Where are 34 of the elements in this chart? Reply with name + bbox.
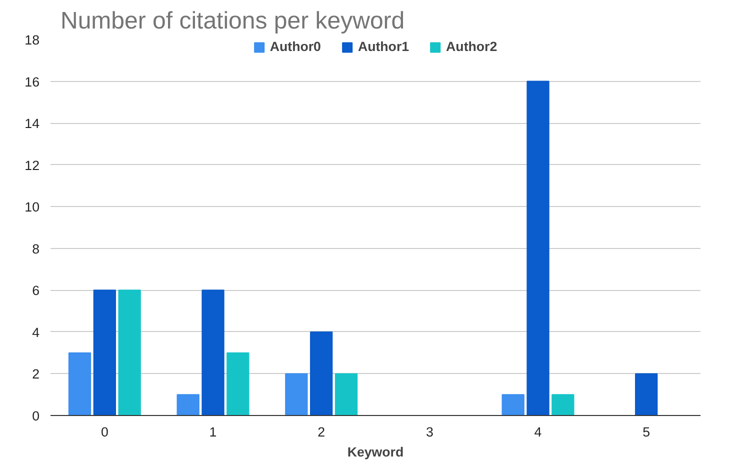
x-tick-label: 2 [318, 424, 326, 440]
bar [502, 394, 524, 416]
bar [310, 331, 333, 416]
bar [552, 394, 574, 416]
bar [226, 352, 250, 416]
y-tick-label: 10 [24, 200, 40, 215]
y-tick-label: 4 [32, 324, 40, 340]
y-tick-label: 16 [24, 74, 40, 90]
y-tick-label: 8 [32, 241, 40, 256]
y-tick-label: 12 [24, 158, 40, 173]
bar [68, 352, 92, 416]
x-tick-label: 4 [534, 424, 542, 440]
x-tick-label: 5 [642, 424, 650, 440]
legend-label: Author1 [358, 39, 410, 54]
y-tick-label: 18 [24, 32, 40, 48]
x-axis-title: Keyword [347, 444, 404, 460]
bar [118, 290, 141, 416]
bar [285, 373, 308, 416]
bar [635, 373, 658, 416]
bar [202, 290, 224, 416]
y-tick-label: 6 [32, 283, 40, 298]
bar [93, 290, 116, 416]
y-tick-label: 14 [24, 116, 40, 132]
legend-label: Author0 [270, 39, 321, 54]
bar [176, 394, 200, 416]
bar [334, 373, 358, 416]
chart-title: Number of citations per keyword [60, 8, 405, 34]
x-tick-label: 1 [209, 424, 217, 440]
x-tick-label: 0 [100, 424, 108, 440]
legend-label: Author2 [446, 39, 498, 54]
x-tick-label: 3 [426, 424, 434, 440]
y-tick-label: 0 [32, 408, 40, 424]
bar [526, 80, 550, 416]
y-tick-label: 2 [32, 366, 40, 382]
